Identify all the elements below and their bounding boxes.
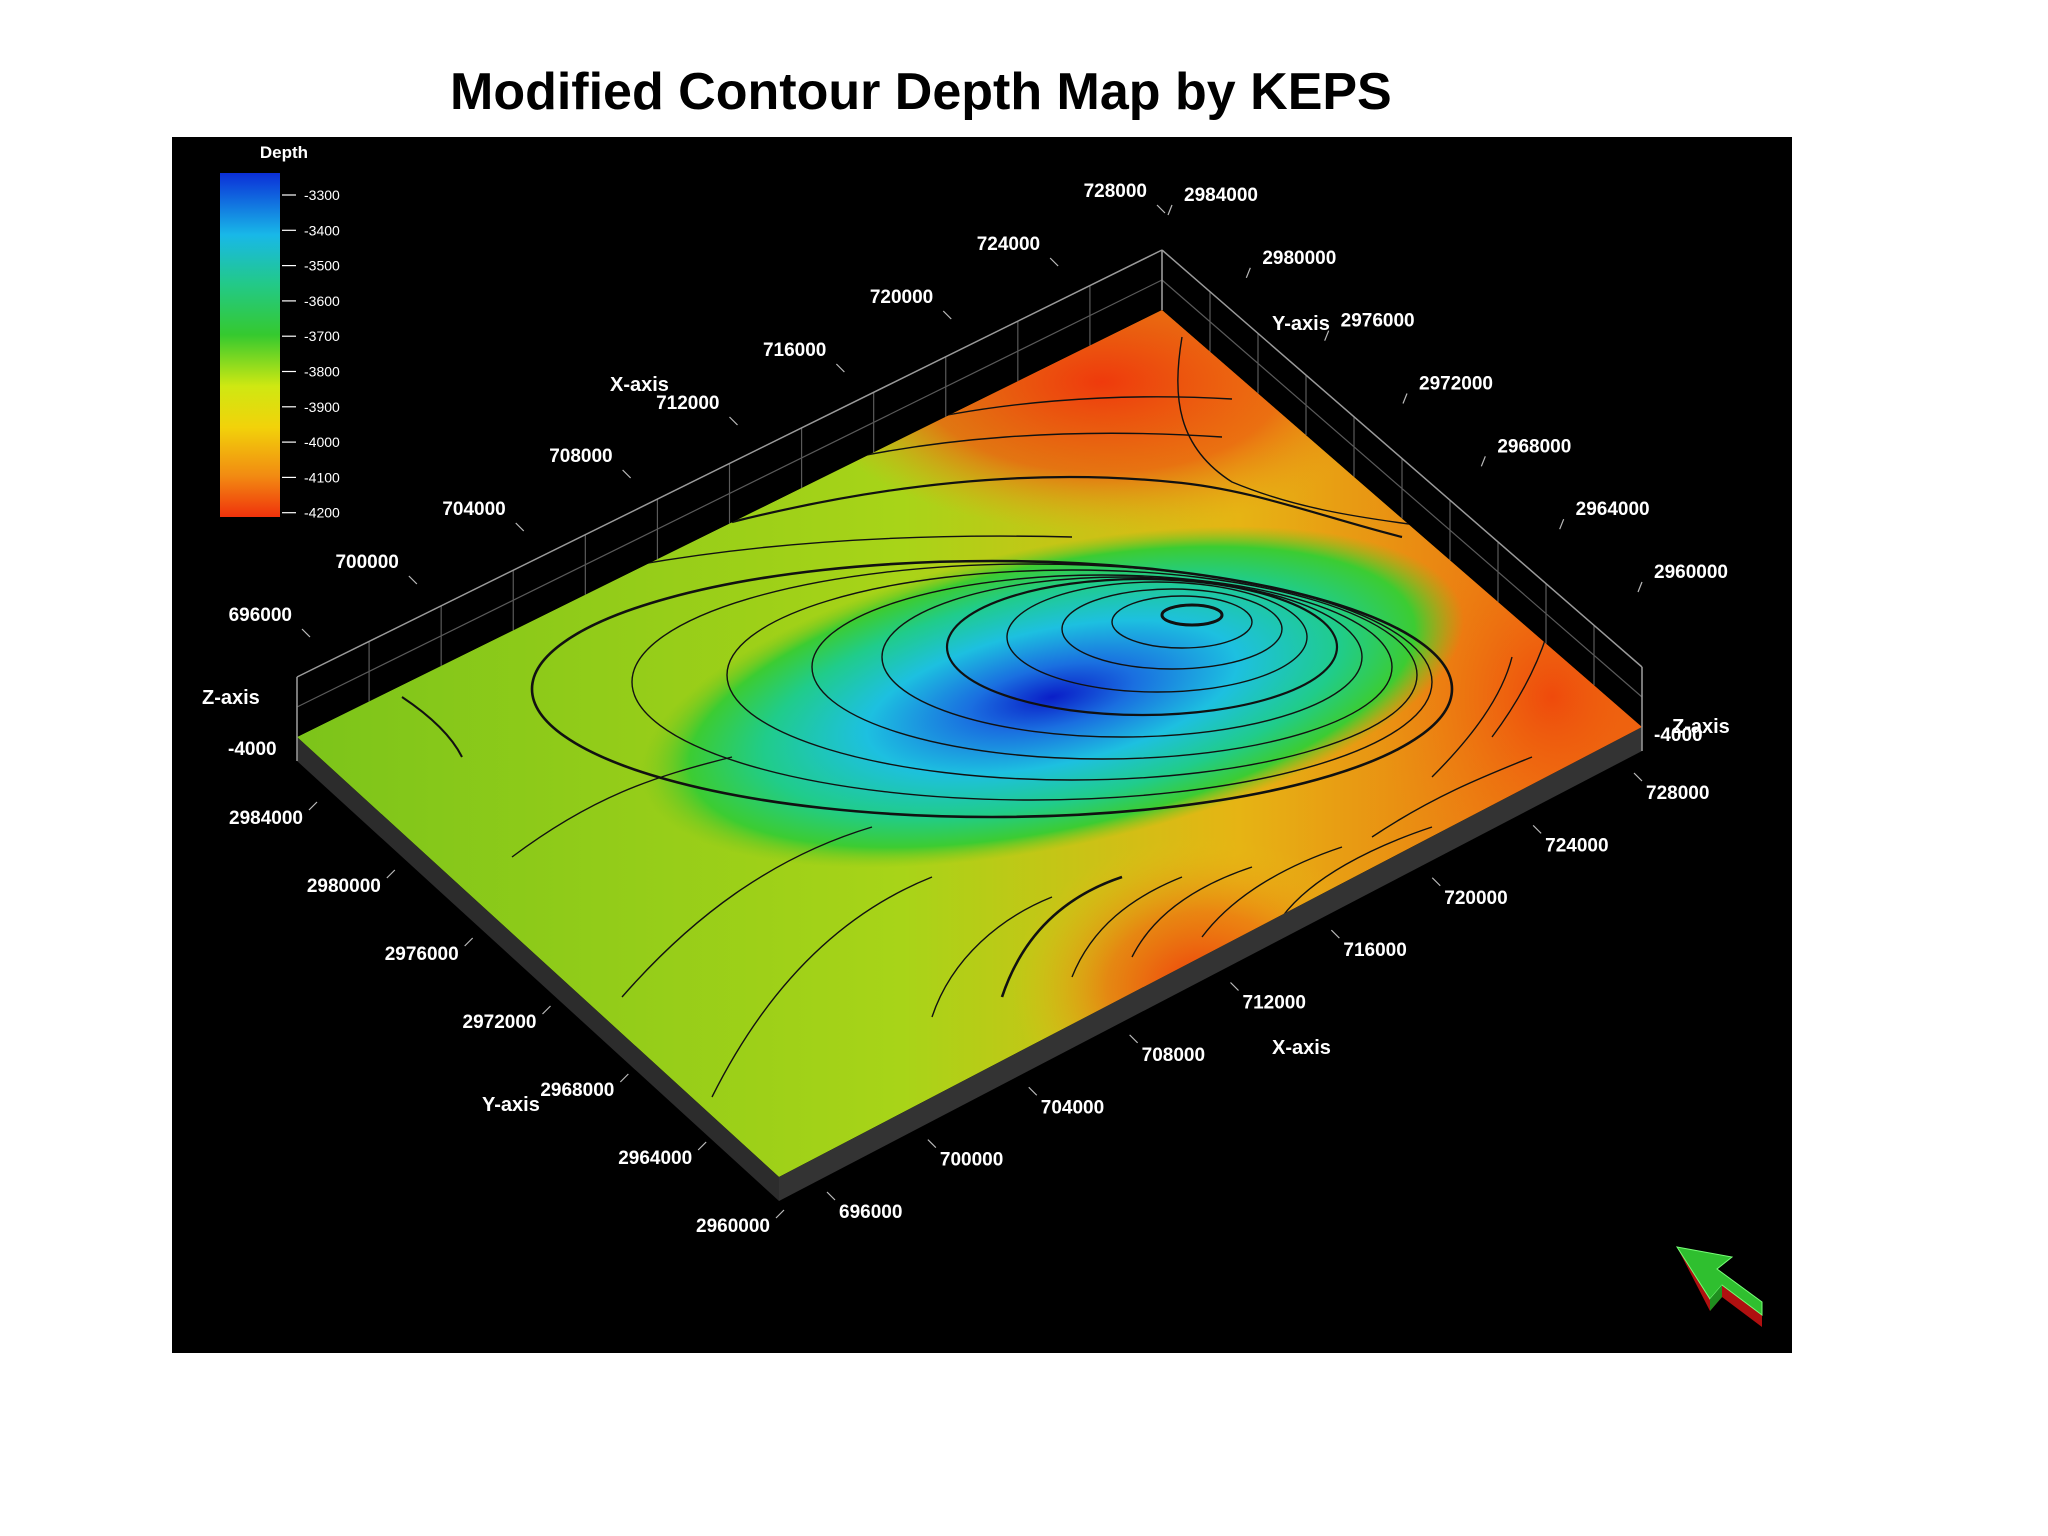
x-tick-mark (729, 416, 738, 426)
legend-ticks: -3300 -3400 -3500 -3600 -3700 -3800 -3900 -4000… (282, 187, 340, 521)
plot-area: Depth -3300 -3400 -3500 -3600 -3700 -3800 -390… (172, 137, 1792, 1353)
x-front-tick-mark (1230, 982, 1239, 991)
x-front-tick-mark (826, 1191, 836, 1201)
x-front-tick-label: 728000 (1646, 783, 1709, 804)
x-front-tick-mark (1633, 772, 1643, 782)
x-tick-label: 704000 (442, 499, 505, 520)
x-tick-label: 720000 (870, 287, 933, 308)
y-tick-mark (1245, 267, 1251, 279)
legend-tick-label: -3500 (304, 258, 340, 274)
y-tick-mark (1480, 456, 1486, 467)
legend-tick-label: -4200 (304, 505, 340, 521)
y-front-tick-label: 2968000 (540, 1080, 614, 1101)
x-tick-mark (1049, 257, 1059, 267)
y-front-tick-label: 2972000 (463, 1012, 537, 1033)
y-front-tick-mark (619, 1073, 629, 1083)
legend-tick-label: -3700 (304, 328, 340, 344)
legend-tick-label: -3300 (304, 187, 340, 203)
x-tick-mark (515, 522, 525, 532)
y-tick-label: 2972000 (1419, 374, 1493, 395)
y-axis-label-front: Y-axis (482, 1094, 540, 1116)
y-axis-front-ticks: 2984000 2980000 2976000 2972000 2968000 29640… (229, 801, 785, 1237)
x-front-tick-label: 700000 (940, 1150, 1003, 1171)
x-front-tick-label: 712000 (1243, 993, 1306, 1014)
x-front-tick-mark (1532, 824, 1542, 834)
y-tick-mark (1637, 581, 1643, 593)
y-tick-mark (1402, 393, 1408, 404)
x-tick-label: 712000 (656, 393, 719, 414)
x-tick-label: 708000 (549, 446, 612, 467)
y-front-tick-label: 2980000 (307, 876, 381, 897)
x-front-tick-mark (1330, 929, 1340, 939)
y-tick-mark (1559, 518, 1565, 530)
y-tick-mark (1167, 204, 1173, 216)
depth-surface (297, 310, 1642, 1177)
x-axis-label-top: X-axis (610, 374, 669, 396)
x-tick-mark (622, 469, 632, 479)
x-front-tick-mark (1129, 1034, 1139, 1044)
x-axis-top-ticks: 696000 700000 704000 708000 712000 716000 7200… (229, 181, 1166, 638)
z-tick-left: -4000 (228, 739, 277, 760)
legend-tick-label: -3400 (304, 222, 340, 238)
x-front-tick-label: 696000 (839, 1202, 902, 1223)
chart-title: Modified Contour Depth Map by KEPS (450, 63, 1392, 121)
x-front-tick-label: 708000 (1142, 1045, 1205, 1066)
y-axis-label-top: Y-axis (1272, 313, 1330, 335)
x-front-tick-label: 704000 (1041, 1097, 1104, 1118)
y-tick-label: 2976000 (1341, 311, 1415, 332)
slab-front-right (779, 727, 1642, 1201)
x-tick-label: 696000 (229, 605, 292, 626)
y-front-tick-label: 2984000 (229, 808, 303, 829)
y-tick-label: 2964000 (1576, 499, 1650, 520)
legend-tick-label: -4000 (304, 434, 340, 450)
3d-arrow-icon[interactable] (1675, 1246, 1763, 1327)
legend-tick-label: -3900 (304, 399, 340, 415)
y-axis-top-ticks: 2984000 2980000 2976000 2972000 2968000 29640… (1167, 185, 1728, 593)
legend-tick-label: -4100 (304, 469, 340, 485)
z-tick-right: -4000 (1654, 725, 1703, 746)
y-tick-label: 2960000 (1654, 562, 1728, 583)
x-front-tick-mark (1431, 877, 1441, 887)
y-front-tick-mark (308, 801, 318, 811)
x-tick-label: 728000 (1084, 181, 1147, 202)
x-tick-label: 716000 (763, 340, 826, 361)
x-tick-mark (942, 310, 952, 320)
x-tick-mark (408, 575, 418, 585)
legend-tick-label: -3800 (304, 364, 340, 380)
y-front-tick-mark (464, 937, 474, 947)
slab-front-left (297, 737, 779, 1201)
x-front-tick-label: 716000 (1343, 940, 1406, 961)
z-axis-label-right: Z-axis (1672, 716, 1730, 738)
legend-title: Depth (260, 143, 308, 162)
box-edges (296, 249, 1643, 761)
y-tick-label: 2968000 (1497, 436, 1571, 457)
z-axis-label-left: Z-axis (202, 687, 260, 709)
y-front-tick-mark (775, 1209, 785, 1219)
depth-map-3d: Depth -3300 -3400 -3500 -3600 -3700 -3800 -390… (202, 143, 1763, 1327)
x-axis-front-ticks: 696000 700000 704000 708000 712000 716000 7200… (826, 772, 1709, 1223)
y-front-tick-label: 2964000 (618, 1148, 692, 1169)
y-front-tick-mark (542, 1005, 551, 1015)
x-axis-label-front: X-axis (1272, 1037, 1331, 1059)
x-tick-mark (1156, 204, 1166, 214)
y-front-tick-mark (697, 1141, 707, 1151)
y-tick-label: 2984000 (1184, 185, 1258, 206)
x-front-tick-label: 720000 (1444, 888, 1507, 909)
x-tick-label: 724000 (977, 234, 1040, 255)
y-front-tick-label: 2960000 (696, 1216, 770, 1237)
x-tick-label: 700000 (335, 552, 398, 573)
y-front-tick-mark (386, 869, 396, 879)
legend-colorbar (220, 173, 280, 517)
x-front-tick-mark (1028, 1086, 1038, 1096)
x-tick-mark (301, 628, 311, 638)
y-tick-label: 2980000 (1262, 248, 1336, 269)
x-front-tick-label: 724000 (1545, 835, 1608, 856)
y-tick-mark (1324, 330, 1330, 341)
x-front-tick-mark (927, 1139, 937, 1149)
x-tick-mark (835, 363, 845, 373)
y-front-tick-label: 2976000 (385, 944, 459, 965)
legend-tick-label: -3600 (304, 293, 340, 309)
color-legend: Depth -3300 -3400 -3500 -3600 -3700 -3800 -390… (220, 143, 340, 521)
